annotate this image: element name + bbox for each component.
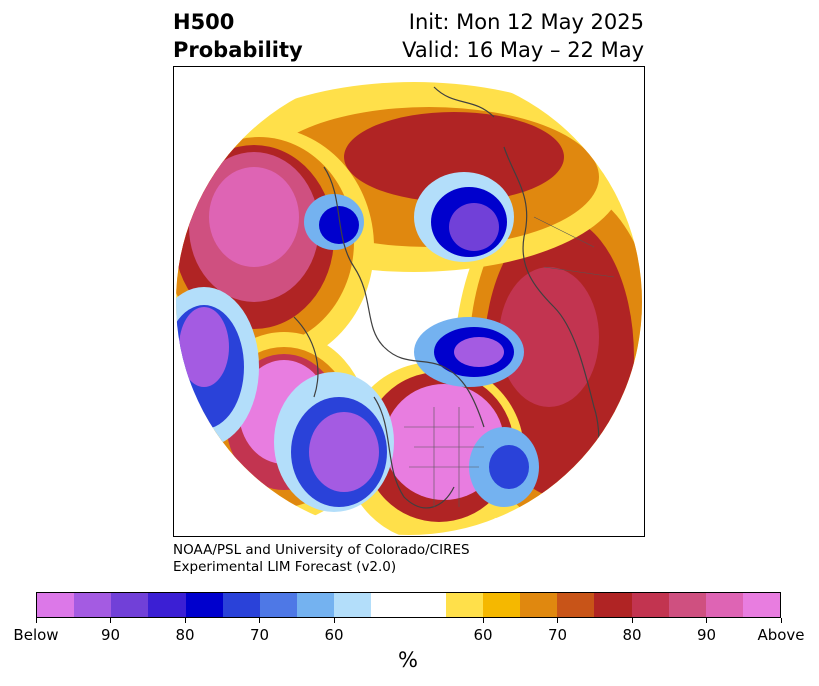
colorbar-segment-12 xyxy=(482,593,521,617)
colorbar-tick-mark xyxy=(706,618,707,623)
colorbar-tick-label: 80 xyxy=(175,626,195,644)
colorbar-segment-17 xyxy=(668,593,706,617)
below-west-core xyxy=(179,307,229,387)
colorbar-segment-7 xyxy=(297,593,335,617)
colorbar-tick-label: 70 xyxy=(249,626,270,644)
colorbar-segment-10 xyxy=(408,593,446,617)
colorbar-tick-mark xyxy=(35,618,37,623)
below-atlantic-core xyxy=(489,445,529,489)
colorbar xyxy=(36,592,781,618)
title-quantity: Probability xyxy=(173,38,303,62)
colorbar-tick-label: 60 xyxy=(324,626,344,644)
map-svg xyxy=(176,69,642,535)
colorbar-tick-mark xyxy=(482,618,484,623)
colorbar-tick-mark xyxy=(631,618,633,623)
colorbar-tick-mark xyxy=(110,618,111,623)
init-date: Init: Mon 12 May 2025 xyxy=(408,10,644,34)
above-siberia-core xyxy=(499,267,599,407)
colorbar-tick-label: Below xyxy=(13,626,59,644)
colorbar-segment-0 xyxy=(37,593,75,617)
colorbar-segment-15 xyxy=(594,593,632,617)
colorbar-segment-6 xyxy=(259,593,298,617)
colorbar-tick-label: Above xyxy=(757,626,805,644)
colorbar-segment-11 xyxy=(445,593,483,617)
title-variable: H500 xyxy=(173,10,235,34)
colorbar-tick-mark xyxy=(780,618,782,623)
colorbar-segment-9 xyxy=(371,593,409,617)
colorbar-segment-16 xyxy=(631,593,669,617)
colorbar-segment-1 xyxy=(74,593,112,617)
below-greenland-core xyxy=(319,206,359,244)
colorbar-tick-label: 60 xyxy=(473,626,493,644)
colorbar-segment-19 xyxy=(742,593,781,617)
colorbar-segment-5 xyxy=(222,593,260,617)
colorbar-tick-mark xyxy=(259,618,260,623)
credit-line-1: NOAA/PSL and University of Colorado/CIRE… xyxy=(173,542,470,558)
credit-text: NOAA/PSL and University of Colorado/CIRE… xyxy=(173,542,470,576)
above-band-arctic-80 xyxy=(344,112,564,202)
above-atlantic-core xyxy=(209,167,299,267)
chart-title-variable: H500 Probability xyxy=(173,8,303,64)
north-pole-marker xyxy=(404,297,414,307)
colorbar-segment-3 xyxy=(148,593,186,617)
colorbar-tick-mark xyxy=(557,618,558,623)
colorbar-tick-label: 80 xyxy=(622,626,642,644)
colorbar-segment-8 xyxy=(334,593,372,617)
below-pacific-core xyxy=(309,412,379,492)
colorbar-tick-mark xyxy=(333,618,335,623)
colorbar-segment-13 xyxy=(520,593,558,617)
below-scandinavia-core xyxy=(449,203,499,251)
colorbar-tick-label: 70 xyxy=(547,626,568,644)
colorbar-tick-label: 90 xyxy=(100,626,121,644)
probability-field xyxy=(176,69,642,535)
valid-range: Valid: 16 May – 22 May xyxy=(402,38,644,62)
credit-line-2: Experimental LIM Forecast (v2.0) xyxy=(173,559,397,575)
colorbar-segment-2 xyxy=(111,593,149,617)
colorbar-segment-18 xyxy=(705,593,743,617)
below-arctic-core xyxy=(454,337,504,367)
colorbar-segment-4 xyxy=(185,593,223,617)
probability-map xyxy=(173,66,645,537)
colorbar-tick-label: 90 xyxy=(696,626,717,644)
colorbar-segment-14 xyxy=(557,593,595,617)
borders xyxy=(404,216,615,507)
colorbar-tick-mark xyxy=(184,618,186,623)
chart-title-dates: Init: Mon 12 May 2025 Valid: 16 May – 22… xyxy=(402,8,644,64)
colorbar-unit: % xyxy=(398,648,418,672)
